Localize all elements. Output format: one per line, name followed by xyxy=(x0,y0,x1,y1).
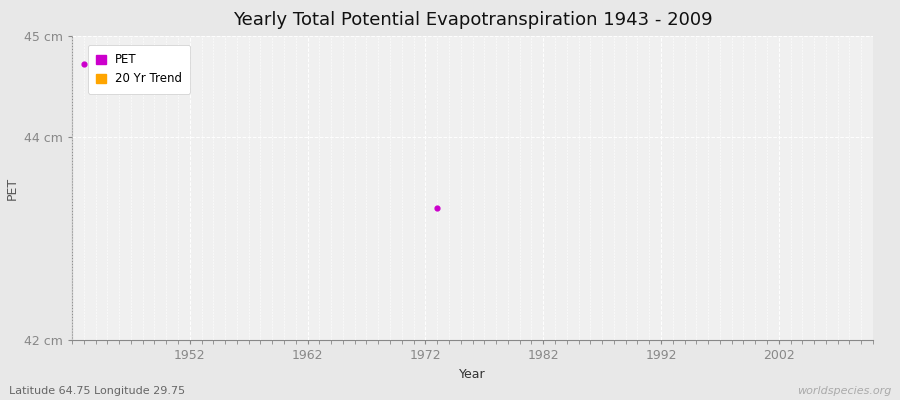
Legend: PET, 20 Yr Trend: PET, 20 Yr Trend xyxy=(88,45,191,94)
Text: Latitude 64.75 Longitude 29.75: Latitude 64.75 Longitude 29.75 xyxy=(9,386,185,396)
Title: Yearly Total Potential Evapotranspiration 1943 - 2009: Yearly Total Potential Evapotranspiratio… xyxy=(233,11,712,29)
X-axis label: Year: Year xyxy=(459,368,486,380)
Text: worldspecies.org: worldspecies.org xyxy=(796,386,891,396)
Point xyxy=(76,61,91,68)
Y-axis label: PET: PET xyxy=(5,176,18,200)
Point xyxy=(430,205,445,212)
